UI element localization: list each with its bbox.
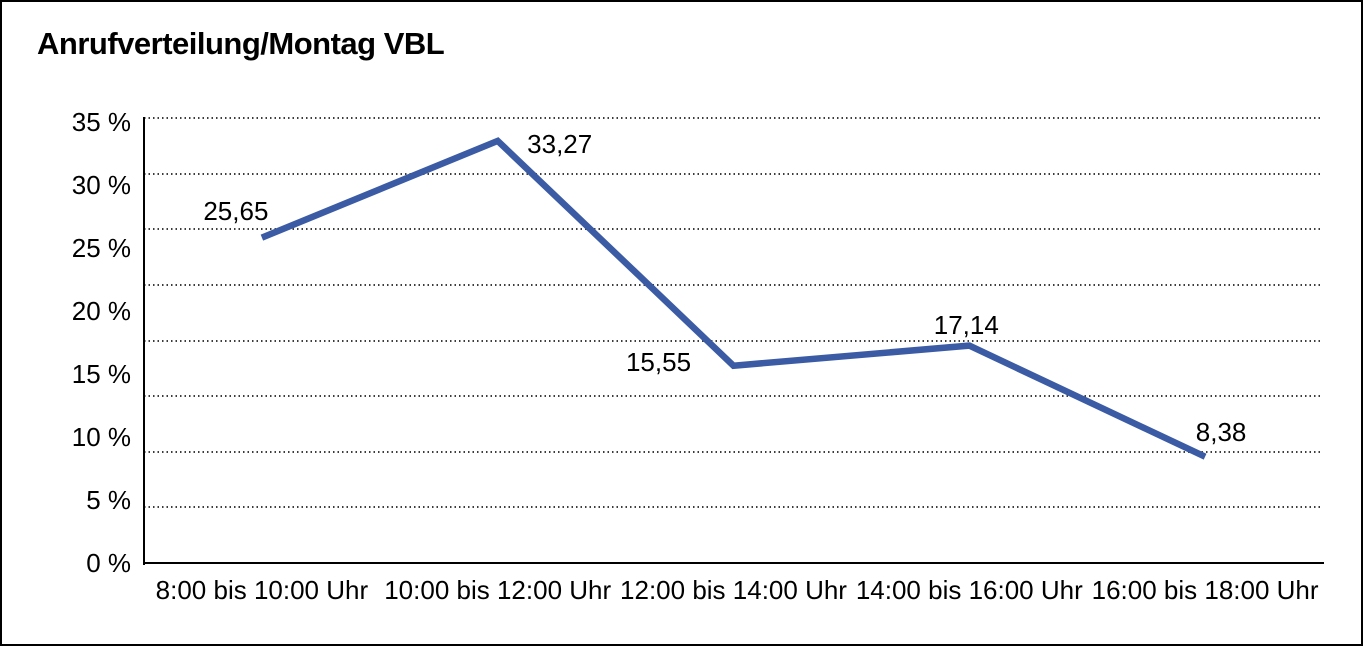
data-point-label: 8,38 <box>1195 416 1247 447</box>
x-axis-tick-label: 12:00 bis 14:00 Uhr <box>620 575 847 605</box>
x-axis-line <box>143 562 1324 564</box>
series-line <box>260 137 1207 460</box>
y-axis-tick-label: 20 % <box>71 296 131 326</box>
chart-title: Anrufverteilung/Montag VBL <box>37 26 445 61</box>
y-axis-tick-label: 25 % <box>71 233 131 263</box>
x-axis-tick-label: 16:00 bis 18:00 Uhr <box>1091 575 1319 605</box>
y-axis-tick-label: 5 % <box>86 485 131 515</box>
x-axis-tick-label: 14:00 bis 16:00 Uhr <box>855 575 1083 605</box>
data-point-label: 17,14 <box>933 309 999 340</box>
y-axis-tick-label: 15 % <box>71 359 131 389</box>
y-axis-line <box>143 117 145 565</box>
gridline <box>144 117 1323 119</box>
y-axis-tick-label: 30 % <box>71 170 131 200</box>
gridline <box>144 228 1323 231</box>
gridline <box>144 450 1323 453</box>
y-axis-tick-label: 35 % <box>71 107 131 137</box>
data-point-label: 15,55 <box>625 346 692 377</box>
x-axis-tick-label: 8:00 bis 10:00 Uhr <box>155 575 369 605</box>
gridline <box>144 395 1323 398</box>
y-axis-tick-label: 10 % <box>71 422 131 452</box>
gridline <box>144 339 1323 342</box>
y-axis-tick-label: 0 % <box>86 548 131 578</box>
gridline <box>144 506 1323 509</box>
gridline <box>144 172 1323 175</box>
x-axis-tick-label: 10:00 bis 12:00 Uhr <box>384 575 612 605</box>
gridline <box>144 283 1323 286</box>
data-point-label: 25,65 <box>203 195 269 226</box>
data-point-label: 33,27 <box>527 128 593 159</box>
